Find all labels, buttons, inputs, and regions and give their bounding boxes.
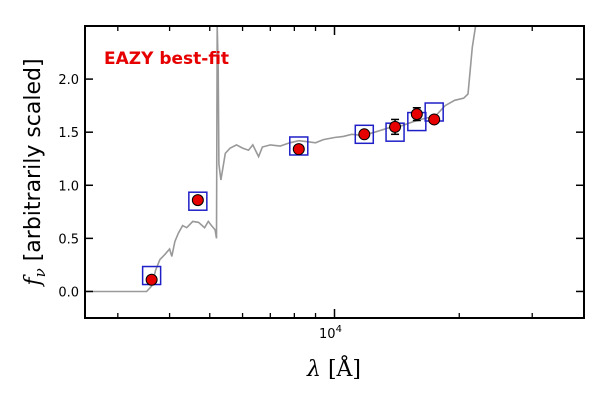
annotation-label: EAZY best-fit xyxy=(104,49,229,69)
observed-point-layer xyxy=(145,107,441,286)
y-tick-label: 0.0 xyxy=(58,285,79,300)
y-tick-label: 1.5 xyxy=(58,126,79,141)
tick-layer: 0.0 0.5 1.0 1.5 2.0 104 xyxy=(58,26,584,342)
observed-point xyxy=(428,113,441,126)
y-axis-title-rest: [arbitrarily scaled] xyxy=(21,58,46,268)
observed-point xyxy=(145,273,158,286)
observed-point xyxy=(410,108,423,121)
x-axis-title-symbol: λ xyxy=(306,357,321,382)
y-tick-label: 2.0 xyxy=(58,73,79,88)
plot-frame xyxy=(84,25,585,319)
model-flux-box xyxy=(188,191,208,211)
y-axis-title-subscript: ν xyxy=(31,268,49,277)
y-tick-label: 0.5 xyxy=(58,232,79,247)
template-spectrum-line xyxy=(85,26,477,293)
observed-point xyxy=(358,128,371,141)
observed-point xyxy=(191,194,204,207)
x-axis-title-unit: [Å] xyxy=(321,354,361,382)
model-flux-box xyxy=(354,124,375,145)
x-tick-label: 104 xyxy=(319,324,342,342)
y-axis-title: fν [arbitrarily scaled] xyxy=(21,58,49,287)
x-axis-title: λ [Å] xyxy=(306,354,361,382)
observed-point xyxy=(292,143,305,156)
template-layer xyxy=(85,26,477,293)
y-tick-label: 1.0 xyxy=(58,179,79,194)
observed-point xyxy=(389,120,402,133)
